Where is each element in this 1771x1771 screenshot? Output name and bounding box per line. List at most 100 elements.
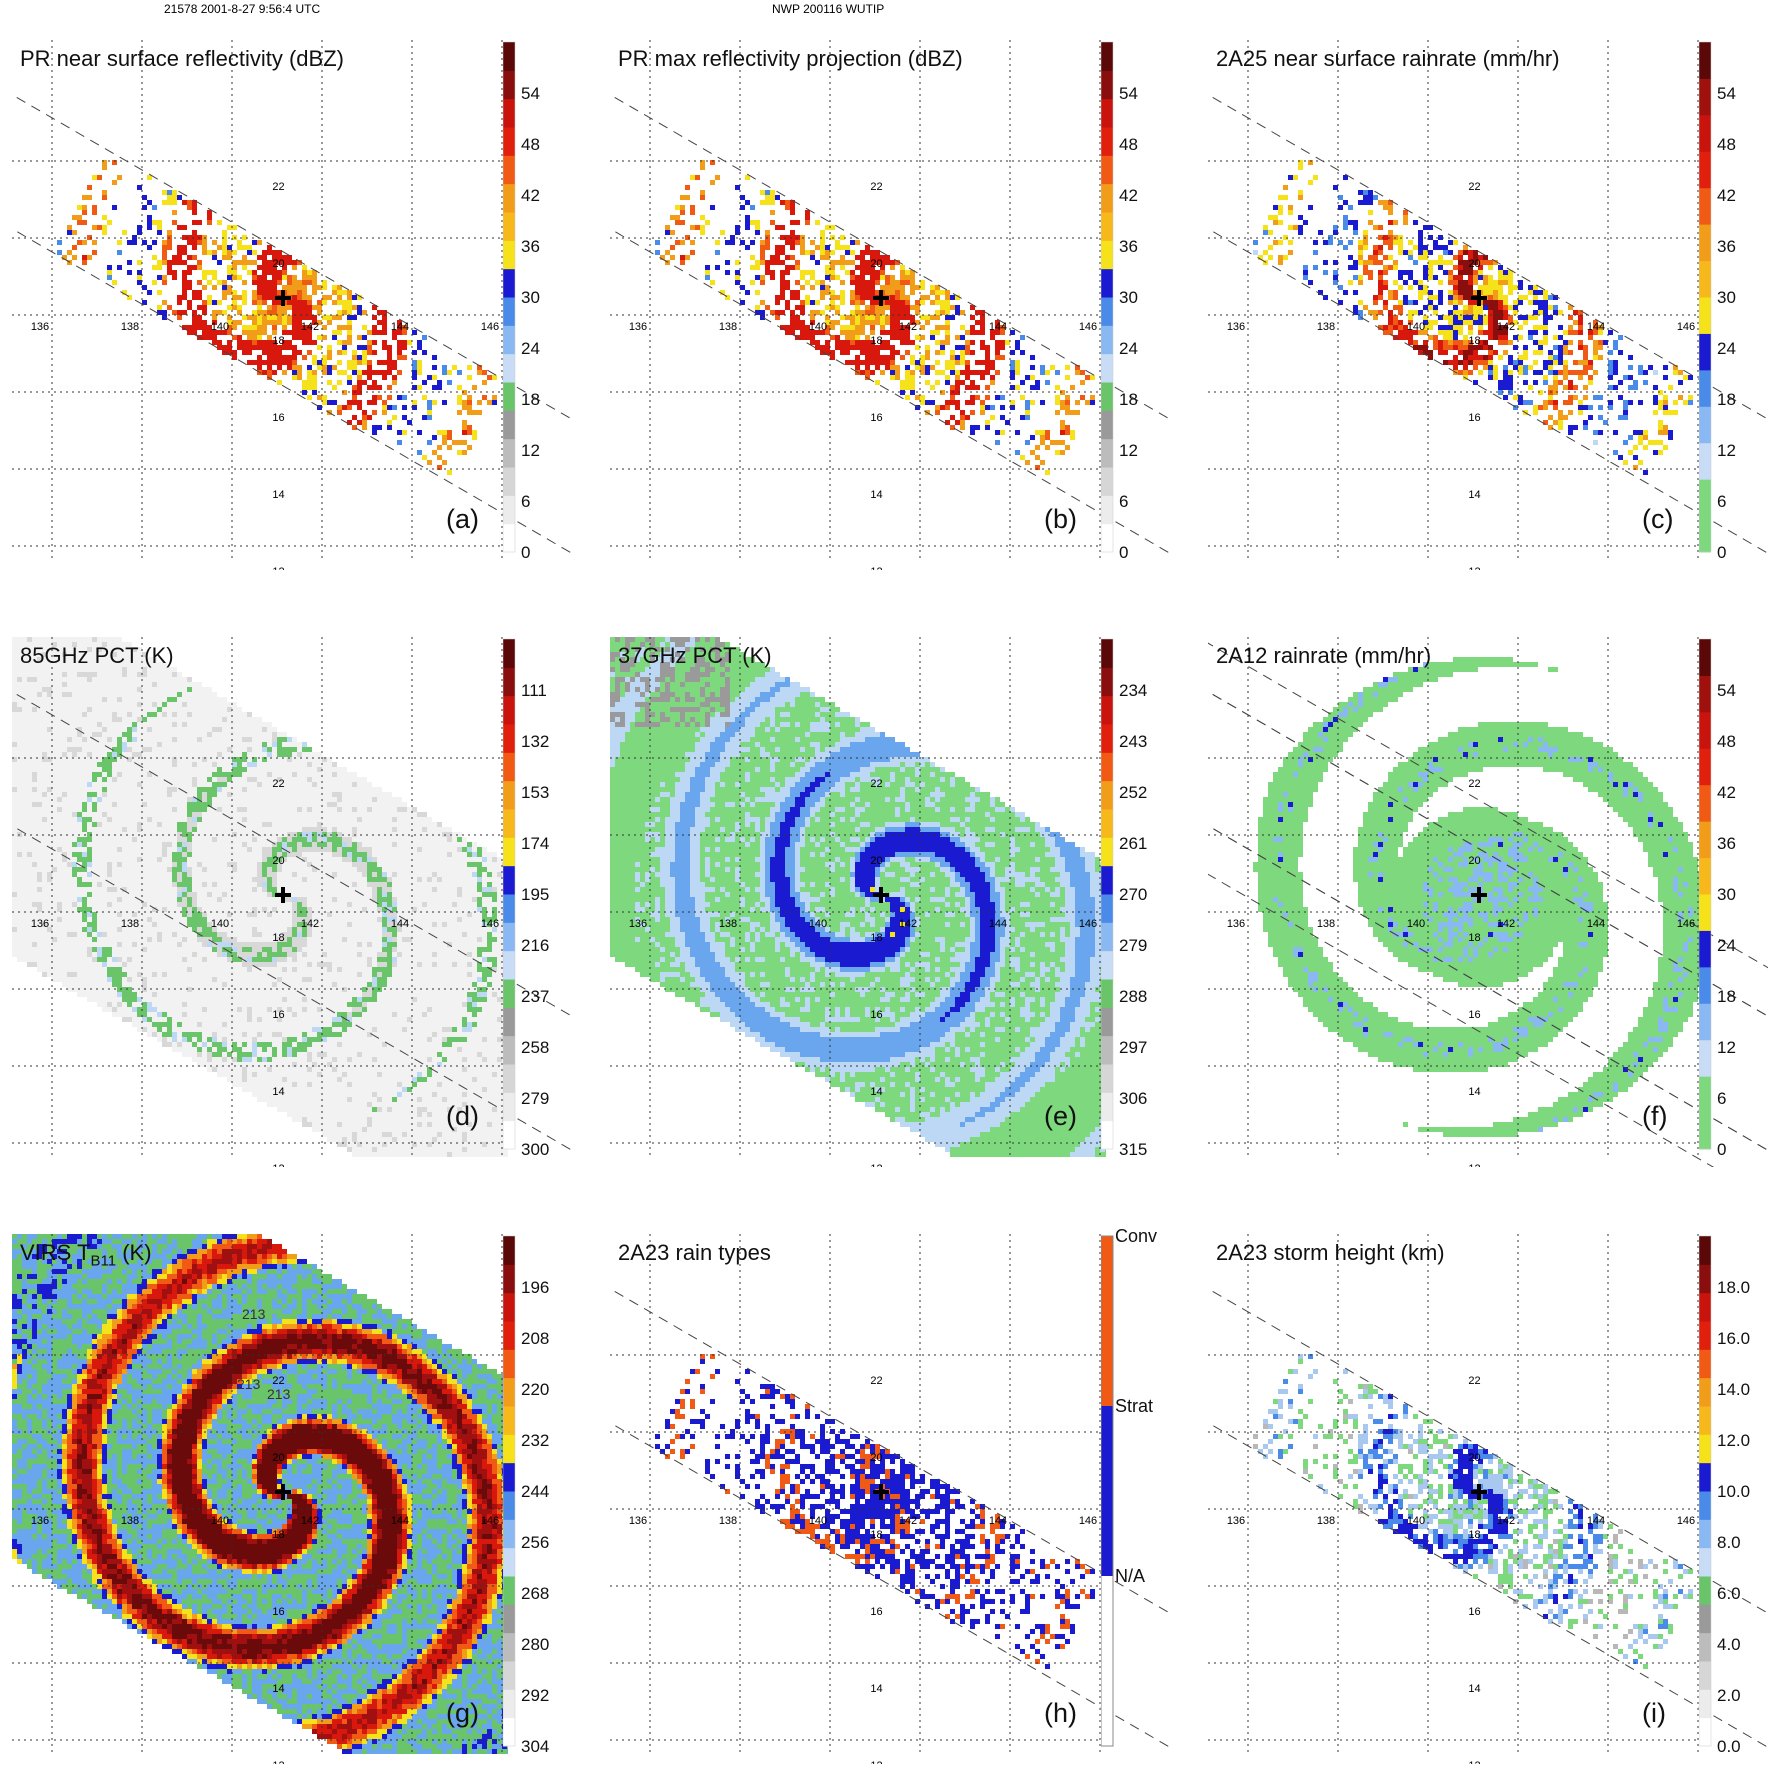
pixel-cell: [92, 747, 97, 752]
pixel-cell: [202, 270, 207, 275]
pixel-cell: [212, 702, 217, 707]
pixel-cell: [102, 672, 107, 677]
pixel-cell: [102, 787, 107, 792]
pixel-cell: [197, 797, 202, 802]
pixel-cell: [377, 330, 382, 335]
pixel-cell: [142, 682, 147, 687]
pixel-cell: [1643, 470, 1648, 475]
pixel-cell: [1473, 365, 1478, 370]
pixel-cell: [342, 782, 347, 787]
pixel-cell: [317, 757, 322, 762]
pixel-cell: [217, 777, 222, 782]
pixel-cell: [47, 777, 52, 782]
pixel-cell: [252, 722, 257, 727]
pixel-cell: [302, 802, 307, 807]
pixel-cell: [875, 260, 880, 265]
pixel-cell: [815, 245, 820, 250]
pixel-cell: [252, 260, 257, 265]
pixel-cell: [172, 812, 177, 817]
pixel-cell: [332, 335, 337, 340]
pixel-cell: [242, 772, 247, 777]
pixel-cell: [32, 692, 37, 697]
pixel-cell: [1273, 205, 1278, 210]
pixel-cell: [785, 255, 790, 260]
pixel-cell: [1633, 430, 1638, 435]
pixel-cell: [1463, 310, 1468, 315]
pixel-cell: [377, 797, 382, 802]
pixel-cell: [362, 822, 367, 827]
pixel-cell: [12, 822, 17, 827]
pixel-cell: [157, 717, 162, 722]
pixel-cell: [307, 772, 312, 777]
pixel-cell: [1478, 305, 1483, 310]
pixel-cell: [147, 682, 152, 687]
pixel-cell: [1478, 315, 1483, 320]
pixel-cell: [307, 762, 312, 767]
pixel-cell: [207, 325, 212, 330]
pixel-cell: [137, 687, 142, 692]
pixel-cell: [57, 767, 62, 772]
pixel-cell: [122, 827, 127, 832]
pixel-cell: [1413, 310, 1418, 315]
pixel-cell: [232, 225, 237, 230]
pixel-cell: [1393, 295, 1398, 300]
y-tick-label: 14: [272, 489, 284, 501]
pixel-cell: [267, 340, 272, 345]
pixel-cell: [232, 722, 237, 727]
pixel-cell: [67, 677, 72, 682]
pixel-cell: [112, 682, 117, 687]
pixel-cell: [242, 717, 247, 722]
pixel-cell: [102, 195, 107, 200]
pixel-cell: [237, 807, 242, 812]
pixel-cell: [825, 290, 830, 295]
pixel-cell: [1503, 370, 1508, 375]
pixel-cell: [447, 445, 452, 450]
pixel-cell: [82, 667, 87, 672]
pixel-cell: [172, 772, 177, 777]
pixel-cell: [222, 240, 227, 245]
pixel-cell: [1443, 335, 1448, 340]
pixel-cell: [1418, 285, 1423, 290]
pixel-cell: [27, 647, 32, 652]
pixel-cell: [1065, 410, 1070, 415]
pixel-cell: [930, 315, 935, 320]
pixel-cell: [1578, 315, 1583, 320]
pixel-cell: [17, 792, 22, 797]
pixel-cell: [262, 300, 267, 305]
pixel-cell: [700, 225, 705, 230]
pixel-cell: [152, 722, 157, 727]
pixel-cell: [790, 330, 795, 335]
pixel-cell: [157, 672, 162, 677]
pixel-cell: [970, 305, 975, 310]
pixel-cell: [1373, 260, 1378, 265]
pixel-cell: [1613, 370, 1618, 375]
pixel-cell: [337, 350, 342, 355]
pixel-cell: [307, 310, 312, 315]
pixel-cell: [725, 270, 730, 275]
pixel-cell: [870, 250, 875, 255]
pixel-cell: [17, 747, 22, 752]
pixel-cell: [382, 345, 387, 350]
pixel-cell: [17, 742, 22, 747]
pixel-cell: [1378, 260, 1383, 265]
pixel-cell: [27, 732, 32, 737]
pixel-cell: [122, 657, 127, 662]
pixel-cell: [347, 792, 352, 797]
pixel-cell: [177, 300, 182, 305]
pixel-cell: [412, 360, 417, 365]
pixel-cell: [327, 782, 332, 787]
pixel-cell: [252, 330, 257, 335]
pixel-cell: [82, 767, 87, 772]
pixel-cell: [82, 717, 87, 722]
pixel-cell: [97, 697, 102, 702]
pixel-cell: [1533, 295, 1538, 300]
pixel-cell: [177, 777, 182, 782]
pixel-cell: [995, 440, 1000, 445]
pixel-cell: [262, 370, 267, 375]
pixel-cell: [1533, 370, 1538, 375]
pixel-cell: [1060, 420, 1065, 425]
pixel-cell: [875, 255, 880, 260]
pixel-cell: [72, 230, 77, 235]
pixel-cell: [337, 777, 342, 782]
pixel-cell: [1463, 305, 1468, 310]
